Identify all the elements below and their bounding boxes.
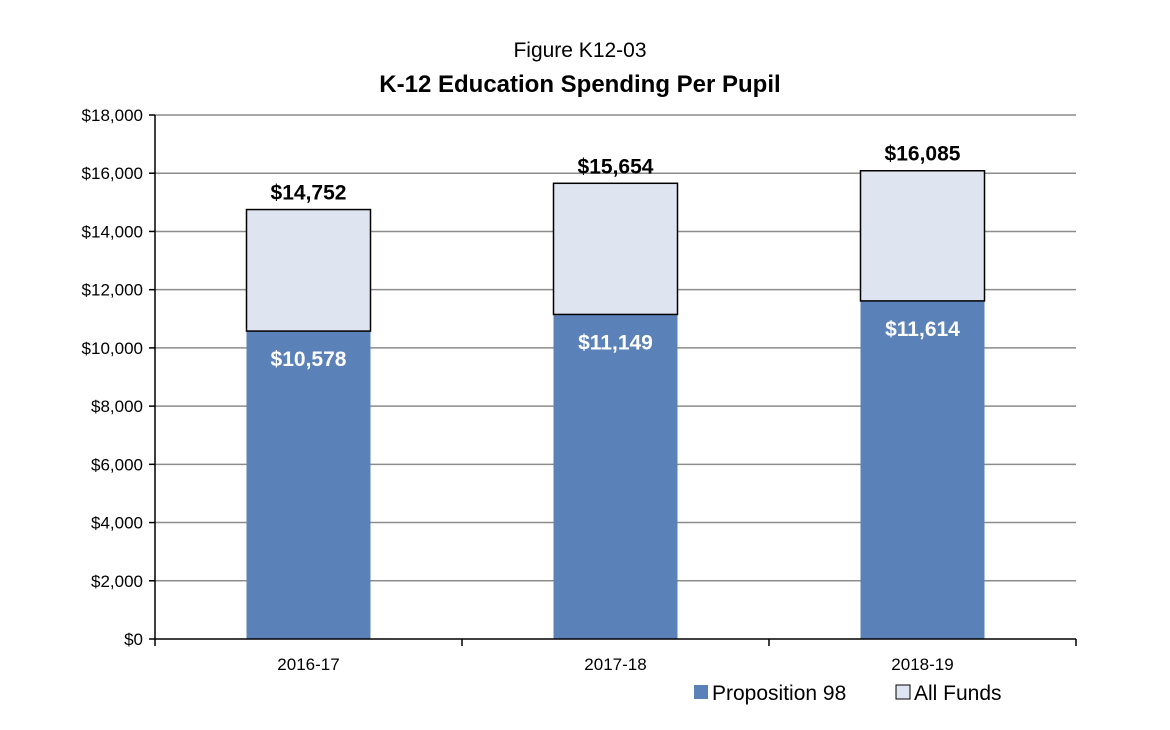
x-tick-label: 2018-19 <box>891 655 953 674</box>
legend-swatch-all-funds <box>895 684 911 700</box>
data-label-total: $14,752 <box>271 182 347 205</box>
data-label-total: $16,085 <box>885 143 961 166</box>
legend: Proposition 98 All Funds <box>694 682 1002 705</box>
legend-label-proposition-98: Proposition 98 <box>712 682 846 705</box>
y-tick-label: $12,000 <box>82 281 143 300</box>
data-label-proposition-98: $11,614 <box>885 318 960 341</box>
legend-swatch-proposition-98 <box>694 685 708 699</box>
y-tick-label: $14,000 <box>82 222 143 241</box>
data-label-proposition-98: $10,578 <box>271 348 347 371</box>
data-label-total: $15,654 <box>578 155 654 178</box>
chart-title: K-12 Education Spending Per Pupil <box>379 71 780 98</box>
bar-proposition-98-2016-17 <box>246 331 371 639</box>
y-tick-label: $2,000 <box>91 572 143 591</box>
axes: $0 $2,000 $4,000 $6,000 $8,000 $10,000 $12,000… <box>82 106 1077 674</box>
data-labels: $10,578 $14,752 $11,149 $15,654 $11,614 $16,0… <box>271 143 961 371</box>
bars <box>245 169 986 639</box>
bar-all-funds-2016-17 <box>245 208 372 332</box>
y-tick-label: $4,000 <box>91 514 143 533</box>
y-tick-label: $18,000 <box>82 106 143 125</box>
chart-subtitle: Figure K12-03 <box>513 39 646 62</box>
y-tick-label: $8,000 <box>91 397 143 416</box>
x-tick-label: 2016-17 <box>277 655 339 674</box>
legend-label-all-funds: All Funds <box>914 682 1002 705</box>
bar-proposition-98-2018-19 <box>860 300 985 639</box>
data-label-proposition-98: $11,149 <box>578 331 653 354</box>
bar-proposition-98-2017-18 <box>553 314 678 639</box>
bar-all-funds-2018-19 <box>859 169 986 302</box>
y-tick-label: $10,000 <box>82 339 143 358</box>
bar-all-funds-2017-18 <box>552 182 679 316</box>
y-tick-label: $0 <box>124 630 143 649</box>
y-tick-label: $16,000 <box>82 164 143 183</box>
y-tick-label: $6,000 <box>91 455 143 474</box>
x-tick-label: 2017-18 <box>584 655 646 674</box>
